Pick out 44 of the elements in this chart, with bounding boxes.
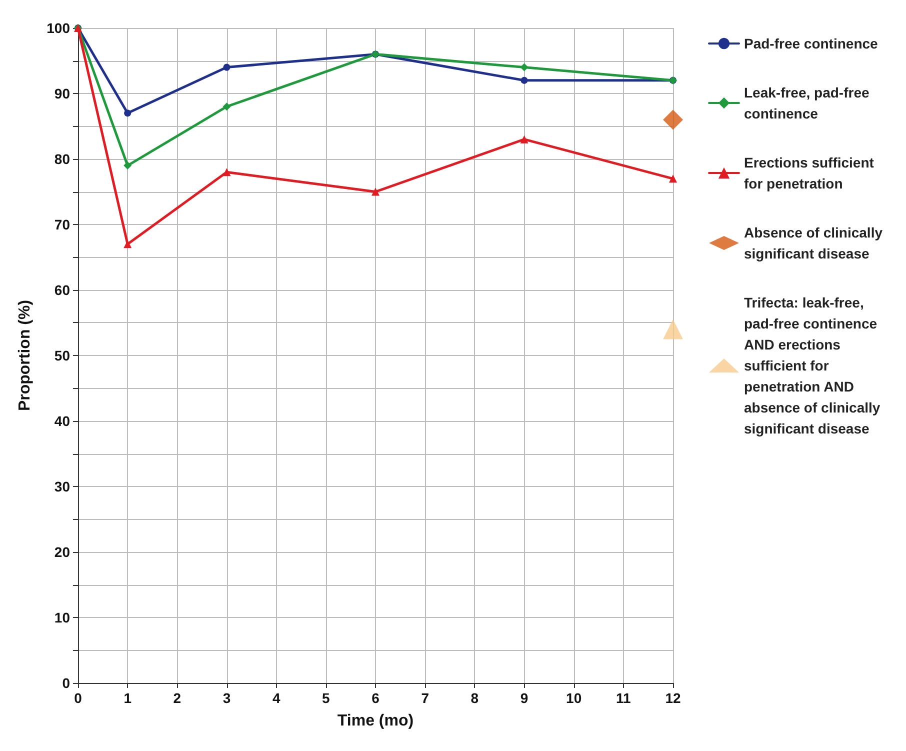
x-tick-label: 11 bbox=[616, 690, 632, 706]
y-tick-label: 50 bbox=[54, 348, 70, 364]
y-tick-label: 0 bbox=[62, 675, 70, 691]
y-tick-label: 10 bbox=[54, 610, 70, 626]
point bbox=[372, 188, 380, 196]
y-tick-label: 70 bbox=[54, 216, 70, 232]
x-tick-label: 3 bbox=[222, 690, 231, 706]
x-tick-label: 6 bbox=[372, 690, 380, 706]
point bbox=[520, 76, 528, 84]
y-tick-label: 90 bbox=[54, 86, 70, 102]
point bbox=[124, 240, 132, 248]
y-tick-label: 100 bbox=[46, 20, 70, 36]
point bbox=[124, 162, 132, 170]
legend-label: Absence of clinically significant disease bbox=[744, 224, 886, 262]
point bbox=[663, 110, 683, 130]
y-tick-label: 30 bbox=[54, 478, 70, 494]
legend-label: Erections sufficient for penetration bbox=[744, 154, 878, 192]
x-tick-label: 10 bbox=[566, 690, 582, 706]
x-tick-label: 9 bbox=[520, 690, 528, 706]
point bbox=[663, 319, 683, 340]
x-tick-label: 8 bbox=[470, 690, 479, 706]
point bbox=[222, 102, 231, 111]
x-tick-label: 4 bbox=[272, 690, 280, 706]
x-tick-label: 0 bbox=[74, 690, 82, 706]
point bbox=[222, 168, 231, 176]
y-axis-title: Proportion (%) bbox=[16, 300, 34, 412]
y-tick-label: 60 bbox=[54, 282, 70, 298]
point bbox=[223, 64, 230, 71]
point bbox=[520, 63, 528, 72]
y-tick-label: 80 bbox=[54, 151, 70, 167]
x-tick-label: 5 bbox=[322, 690, 330, 706]
x-tick-label: 1 bbox=[124, 690, 132, 706]
x-tick-label: 12 bbox=[665, 690, 681, 706]
legend-label: Pad-free continence bbox=[744, 36, 878, 52]
legend-label: Trifecta: leak-free, pad-free continence AND erections sufficient for penetration AND absence of clinically significant disease bbox=[744, 294, 884, 436]
x-tick-label: 7 bbox=[421, 690, 430, 706]
y-tick-label: 20 bbox=[54, 544, 70, 560]
point bbox=[669, 174, 677, 183]
y-tick-label: 40 bbox=[54, 413, 70, 429]
x-tick-label: 2 bbox=[173, 690, 182, 706]
point bbox=[124, 110, 132, 117]
legend-label: Leak-free, pad-free continence bbox=[744, 84, 874, 122]
x-axis-title: Time (mo) bbox=[337, 712, 414, 730]
point bbox=[520, 135, 528, 144]
